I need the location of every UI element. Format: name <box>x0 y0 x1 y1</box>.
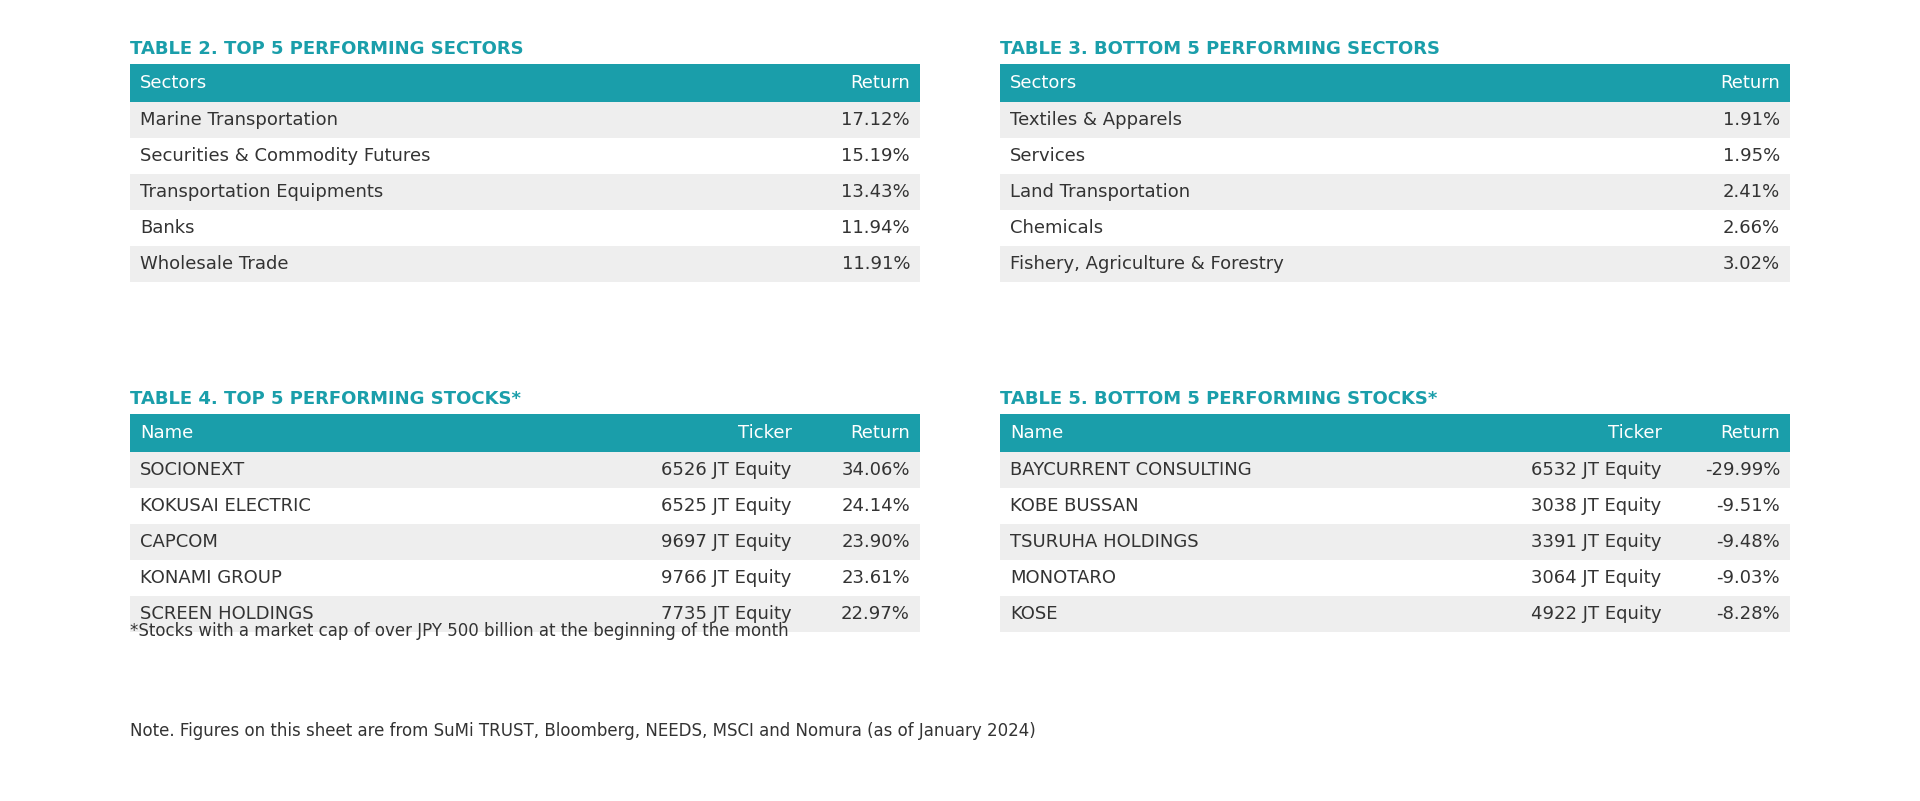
Text: Name: Name <box>1010 424 1064 442</box>
Text: 23.90%: 23.90% <box>841 533 910 551</box>
Text: KONAMI GROUP: KONAMI GROUP <box>140 569 282 587</box>
Text: Land Transportation: Land Transportation <box>1010 183 1190 201</box>
Text: 9697 JT Equity: 9697 JT Equity <box>660 533 791 551</box>
Text: BAYCURRENT CONSULTING: BAYCURRENT CONSULTING <box>1010 461 1252 479</box>
Bar <box>131 452 920 488</box>
Bar <box>131 174 920 210</box>
Text: Return: Return <box>1720 424 1780 442</box>
Text: Name: Name <box>140 424 194 442</box>
Text: 17.12%: 17.12% <box>841 111 910 129</box>
Text: Return: Return <box>851 74 910 92</box>
Text: 1.95%: 1.95% <box>1722 147 1780 165</box>
Text: 1.91%: 1.91% <box>1722 111 1780 129</box>
Bar <box>1000 102 1789 138</box>
Bar <box>131 64 920 102</box>
Text: Return: Return <box>851 424 910 442</box>
Bar <box>131 560 920 596</box>
Text: 2.41%: 2.41% <box>1722 183 1780 201</box>
Bar <box>1000 560 1789 596</box>
Text: Return: Return <box>1720 74 1780 92</box>
Text: -8.28%: -8.28% <box>1716 605 1780 623</box>
Text: 9766 JT Equity: 9766 JT Equity <box>660 569 791 587</box>
Text: 6532 JT Equity: 6532 JT Equity <box>1530 461 1661 479</box>
Bar <box>131 138 920 174</box>
Text: Services: Services <box>1010 147 1087 165</box>
Bar <box>1000 210 1789 246</box>
Bar <box>131 102 920 138</box>
Text: Chemicals: Chemicals <box>1010 219 1104 237</box>
Text: Sectors: Sectors <box>1010 74 1077 92</box>
Bar <box>1000 246 1789 282</box>
Text: 7735 JT Equity: 7735 JT Equity <box>660 605 791 623</box>
Text: 3038 JT Equity: 3038 JT Equity <box>1532 497 1661 515</box>
Bar <box>1000 414 1789 452</box>
Text: -9.03%: -9.03% <box>1716 569 1780 587</box>
Text: CAPCOM: CAPCOM <box>140 533 217 551</box>
Text: 4922 JT Equity: 4922 JT Equity <box>1530 605 1661 623</box>
Bar <box>131 596 920 632</box>
Text: Ticker: Ticker <box>737 424 791 442</box>
Text: Transportation Equipments: Transportation Equipments <box>140 183 384 201</box>
Text: 13.43%: 13.43% <box>841 183 910 201</box>
Bar <box>131 210 920 246</box>
Text: TABLE 2. TOP 5 PERFORMING SECTORS: TABLE 2. TOP 5 PERFORMING SECTORS <box>131 40 524 58</box>
Text: KOSE: KOSE <box>1010 605 1058 623</box>
Text: Sectors: Sectors <box>140 74 207 92</box>
Text: 11.94%: 11.94% <box>841 219 910 237</box>
Text: TABLE 5. BOTTOM 5 PERFORMING STOCKS*: TABLE 5. BOTTOM 5 PERFORMING STOCKS* <box>1000 390 1438 408</box>
Text: Fishery, Agriculture & Forestry: Fishery, Agriculture & Forestry <box>1010 255 1284 273</box>
Text: TSURUHA HOLDINGS: TSURUHA HOLDINGS <box>1010 533 1198 551</box>
Text: -9.48%: -9.48% <box>1716 533 1780 551</box>
Bar <box>131 414 920 452</box>
Text: 22.97%: 22.97% <box>841 605 910 623</box>
Text: 3064 JT Equity: 3064 JT Equity <box>1532 569 1661 587</box>
Text: Banks: Banks <box>140 219 194 237</box>
Text: TABLE 4. TOP 5 PERFORMING STOCKS*: TABLE 4. TOP 5 PERFORMING STOCKS* <box>131 390 520 408</box>
Text: KOBE BUSSAN: KOBE BUSSAN <box>1010 497 1139 515</box>
Text: MONOTARO: MONOTARO <box>1010 569 1116 587</box>
Text: 2.66%: 2.66% <box>1722 219 1780 237</box>
Bar <box>131 246 920 282</box>
Text: Textiles & Apparels: Textiles & Apparels <box>1010 111 1183 129</box>
Text: 6525 JT Equity: 6525 JT Equity <box>660 497 791 515</box>
Text: 24.14%: 24.14% <box>841 497 910 515</box>
Bar <box>131 524 920 560</box>
Text: 3391 JT Equity: 3391 JT Equity <box>1530 533 1661 551</box>
Bar <box>1000 596 1789 632</box>
Text: KOKUSAI ELECTRIC: KOKUSAI ELECTRIC <box>140 497 311 515</box>
Text: 34.06%: 34.06% <box>841 461 910 479</box>
Text: 11.91%: 11.91% <box>841 255 910 273</box>
Bar <box>1000 64 1789 102</box>
Text: 6526 JT Equity: 6526 JT Equity <box>660 461 791 479</box>
Text: Ticker: Ticker <box>1607 424 1661 442</box>
Text: SCREEN HOLDINGS: SCREEN HOLDINGS <box>140 605 313 623</box>
Text: Wholesale Trade: Wholesale Trade <box>140 255 288 273</box>
Text: SOCIONEXT: SOCIONEXT <box>140 461 246 479</box>
Text: -29.99%: -29.99% <box>1705 461 1780 479</box>
Bar <box>131 488 920 524</box>
Text: *Stocks with a market cap of over JPY 500 billion at the beginning of the month: *Stocks with a market cap of over JPY 50… <box>131 622 789 640</box>
Text: Securities & Commodity Futures: Securities & Commodity Futures <box>140 147 430 165</box>
Bar <box>1000 174 1789 210</box>
Bar <box>1000 138 1789 174</box>
Text: 15.19%: 15.19% <box>841 147 910 165</box>
Text: 3.02%: 3.02% <box>1722 255 1780 273</box>
Text: Marine Transportation: Marine Transportation <box>140 111 338 129</box>
Bar <box>1000 452 1789 488</box>
Bar <box>1000 488 1789 524</box>
Text: -9.51%: -9.51% <box>1716 497 1780 515</box>
Bar <box>1000 524 1789 560</box>
Text: TABLE 3. BOTTOM 5 PERFORMING SECTORS: TABLE 3. BOTTOM 5 PERFORMING SECTORS <box>1000 40 1440 58</box>
Text: Note. Figures on this sheet are from SuMi TRUST, Bloomberg, NEEDS, MSCI and Nomu: Note. Figures on this sheet are from SuM… <box>131 722 1035 740</box>
Text: 23.61%: 23.61% <box>841 569 910 587</box>
